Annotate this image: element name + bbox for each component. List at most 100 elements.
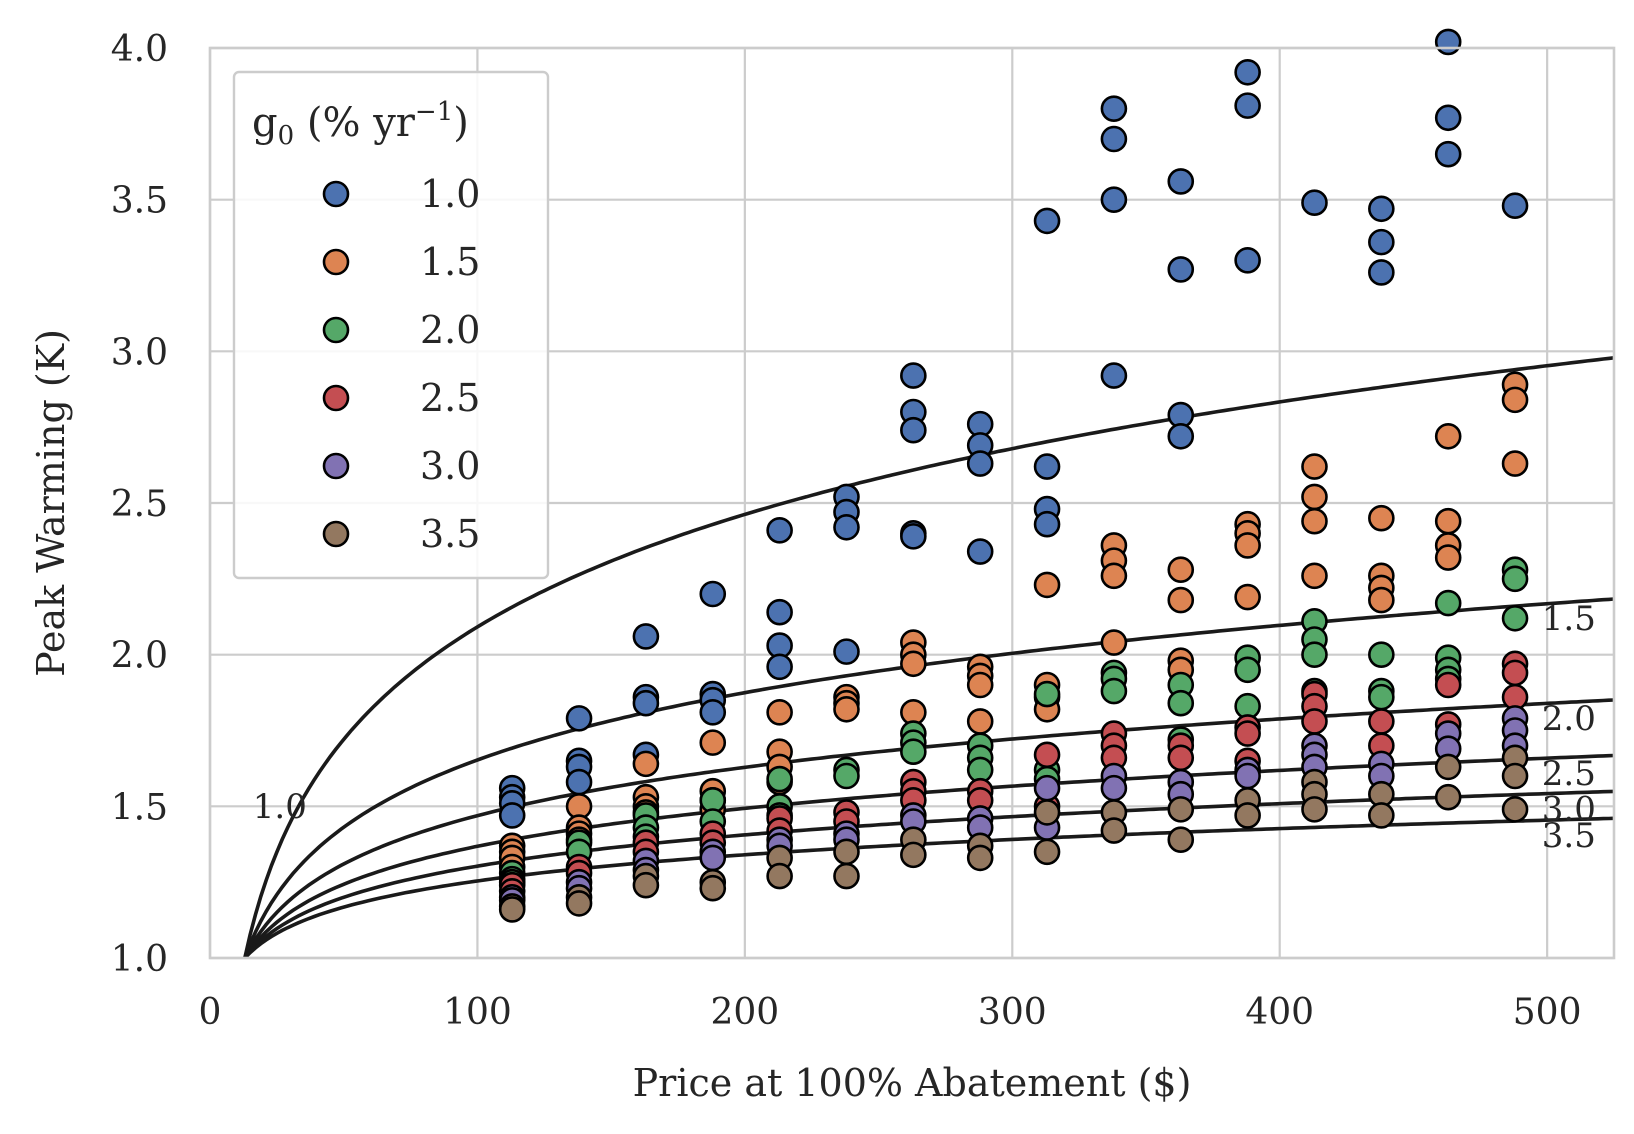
- point-series-1.0: [1100, 95, 1128, 122]
- point-series-1.5: [833, 695, 860, 723]
- y-tick-label: 3.5: [111, 181, 168, 222]
- fit-curve-2.5: [243, 753, 1614, 958]
- legend-marker-1.5: [322, 248, 350, 276]
- point-series-1.5: [1434, 544, 1462, 571]
- data-points: [498, 28, 1529, 923]
- point-series-1.5: [966, 671, 994, 699]
- fit-curve-1.5: [243, 597, 1614, 958]
- point-series-1.5: [632, 750, 660, 778]
- legend-marker-2.5: [322, 384, 350, 412]
- point-series-1.5: [1434, 507, 1462, 535]
- y-tick-labels: 1.0 1.5 2.0 2.5 3.0 3.5 4.0: [111, 29, 168, 980]
- point-series-1.0: [1501, 192, 1529, 220]
- point-series-3.5: [699, 874, 727, 902]
- point-series-3.5: [1167, 796, 1195, 823]
- point-series-1.5: [1501, 450, 1529, 477]
- point-series-1.0: [766, 516, 793, 544]
- y-axis-label: Peak Warming (K): [29, 329, 73, 677]
- legend-box: [232, 70, 550, 580]
- point-series-1.0: [1167, 422, 1195, 450]
- point-series-1.0: [1100, 125, 1128, 153]
- legend-items: 1.0 1.5 2.0 2.5 3.0 3.5: [322, 172, 480, 556]
- legend-label: 2.5: [420, 376, 480, 420]
- point-series-2.5: [1033, 741, 1061, 769]
- point-series-1.5: [1033, 571, 1061, 599]
- legend-label: 1.5: [420, 240, 480, 284]
- x-tick-labels: 0 100 200 300 400 500: [199, 992, 1582, 1033]
- point-series-1.5: [699, 729, 727, 756]
- point-series-2.0: [1301, 641, 1328, 668]
- point-series-1.0: [900, 362, 927, 389]
- point-series-1.0: [900, 416, 927, 444]
- point-series-3.0: [1033, 774, 1061, 802]
- fit-curve-2.0: [243, 698, 1614, 958]
- point-series-3.5: [1100, 817, 1128, 844]
- point-series-2.0: [766, 765, 793, 793]
- point-series-1.5: [766, 698, 793, 726]
- y-tick-label: 4.0: [111, 29, 168, 70]
- point-series-2.0: [1100, 677, 1128, 705]
- point-series-2.5: [1234, 720, 1261, 747]
- point-series-1.0: [833, 638, 860, 665]
- point-series-3.5: [565, 890, 593, 917]
- point-series-1.5: [1301, 507, 1328, 535]
- point-series-1.0: [833, 513, 860, 541]
- x-tick-label: 100: [443, 992, 512, 1033]
- point-series-1.5: [1368, 504, 1395, 532]
- point-series-3.0: [699, 844, 727, 872]
- point-series-1.0: [632, 623, 660, 650]
- point-series-1.0: [632, 689, 660, 717]
- point-series-1.0: [1234, 247, 1261, 274]
- point-series-3.5: [1033, 838, 1061, 866]
- point-series-2.0: [1033, 680, 1061, 708]
- x-tick-label: 300: [978, 992, 1047, 1033]
- point-series-1.0: [498, 802, 526, 829]
- point-series-1.0: [966, 450, 994, 477]
- point-series-1.0: [1033, 453, 1061, 480]
- curve-label: 2.0: [1542, 699, 1596, 739]
- x-tick-label: 500: [1513, 992, 1582, 1033]
- point-series-3.5: [966, 844, 994, 872]
- point-series-3.0: [1100, 774, 1128, 802]
- point-series-1.5: [1501, 386, 1529, 414]
- point-series-1.5: [1301, 562, 1328, 590]
- point-series-3.5: [1301, 796, 1328, 823]
- point-series-3.5: [833, 838, 860, 866]
- point-series-1.0: [1434, 104, 1462, 132]
- legend-marker-1.0: [322, 180, 350, 208]
- fit-curve-3.0: [243, 789, 1614, 958]
- point-series-3.5: [766, 862, 793, 890]
- curve-label: 3.0: [1542, 789, 1596, 829]
- point-series-2.5: [1368, 708, 1395, 735]
- legend-marker-3.0: [322, 452, 350, 480]
- point-series-3.0: [1234, 762, 1261, 790]
- legend-label: 1.0: [420, 172, 480, 216]
- legend-marker-2.0: [322, 316, 350, 344]
- x-axis-label: Price at 100% Abatement ($): [633, 1061, 1192, 1105]
- legend-marker-3.5: [322, 520, 350, 548]
- point-series-2.0: [1368, 641, 1395, 668]
- y-tick-label: 2.0: [111, 636, 168, 677]
- point-series-1.0: [565, 705, 593, 732]
- curve-label: 1.5: [1542, 599, 1596, 639]
- point-series-2.0: [833, 762, 860, 790]
- point-series-2.5: [1301, 708, 1328, 735]
- point-series-1.5: [1234, 532, 1261, 559]
- point-series-1.5: [1100, 562, 1128, 590]
- point-series-1.0: [1033, 207, 1061, 235]
- point-series-1.0: [1100, 362, 1128, 389]
- point-series-3.5: [833, 862, 860, 890]
- plot-frame: [208, 46, 1616, 960]
- point-series-1.5: [1234, 583, 1261, 611]
- point-series-2.5: [1434, 671, 1462, 699]
- point-series-1.0: [1434, 28, 1462, 56]
- point-series-1.5: [900, 650, 927, 678]
- point-series-1.0: [699, 580, 727, 608]
- point-series-1.5: [1167, 586, 1195, 614]
- point-series-2.0: [1501, 604, 1529, 632]
- point-series-3.5: [498, 896, 526, 923]
- y-tick-label: 1.5: [111, 787, 168, 828]
- point-series-3.5: [1167, 826, 1195, 854]
- fit-curves: [243, 356, 1614, 958]
